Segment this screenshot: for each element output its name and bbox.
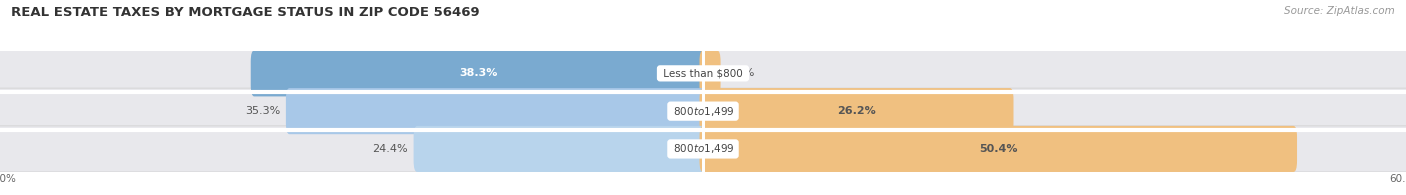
Text: REAL ESTATE TAXES BY MORTGAGE STATUS IN ZIP CODE 56469: REAL ESTATE TAXES BY MORTGAGE STATUS IN … (11, 6, 479, 19)
Text: 1.2%: 1.2% (727, 68, 755, 78)
Text: Less than $800: Less than $800 (659, 68, 747, 78)
Text: 26.2%: 26.2% (837, 106, 876, 116)
FancyBboxPatch shape (700, 50, 721, 96)
FancyBboxPatch shape (250, 50, 707, 96)
Text: 35.3%: 35.3% (245, 106, 280, 116)
Text: 24.4%: 24.4% (373, 144, 408, 154)
FancyBboxPatch shape (700, 126, 1298, 172)
Text: Source: ZipAtlas.com: Source: ZipAtlas.com (1284, 6, 1395, 16)
FancyBboxPatch shape (0, 50, 1406, 96)
FancyBboxPatch shape (0, 88, 1406, 134)
Text: 50.4%: 50.4% (979, 144, 1018, 154)
FancyBboxPatch shape (0, 126, 1406, 172)
FancyBboxPatch shape (285, 88, 707, 134)
FancyBboxPatch shape (413, 126, 707, 172)
Text: $800 to $1,499: $800 to $1,499 (671, 105, 735, 118)
Text: $800 to $1,499: $800 to $1,499 (671, 142, 735, 155)
Text: 38.3%: 38.3% (460, 68, 498, 78)
FancyBboxPatch shape (700, 88, 1014, 134)
